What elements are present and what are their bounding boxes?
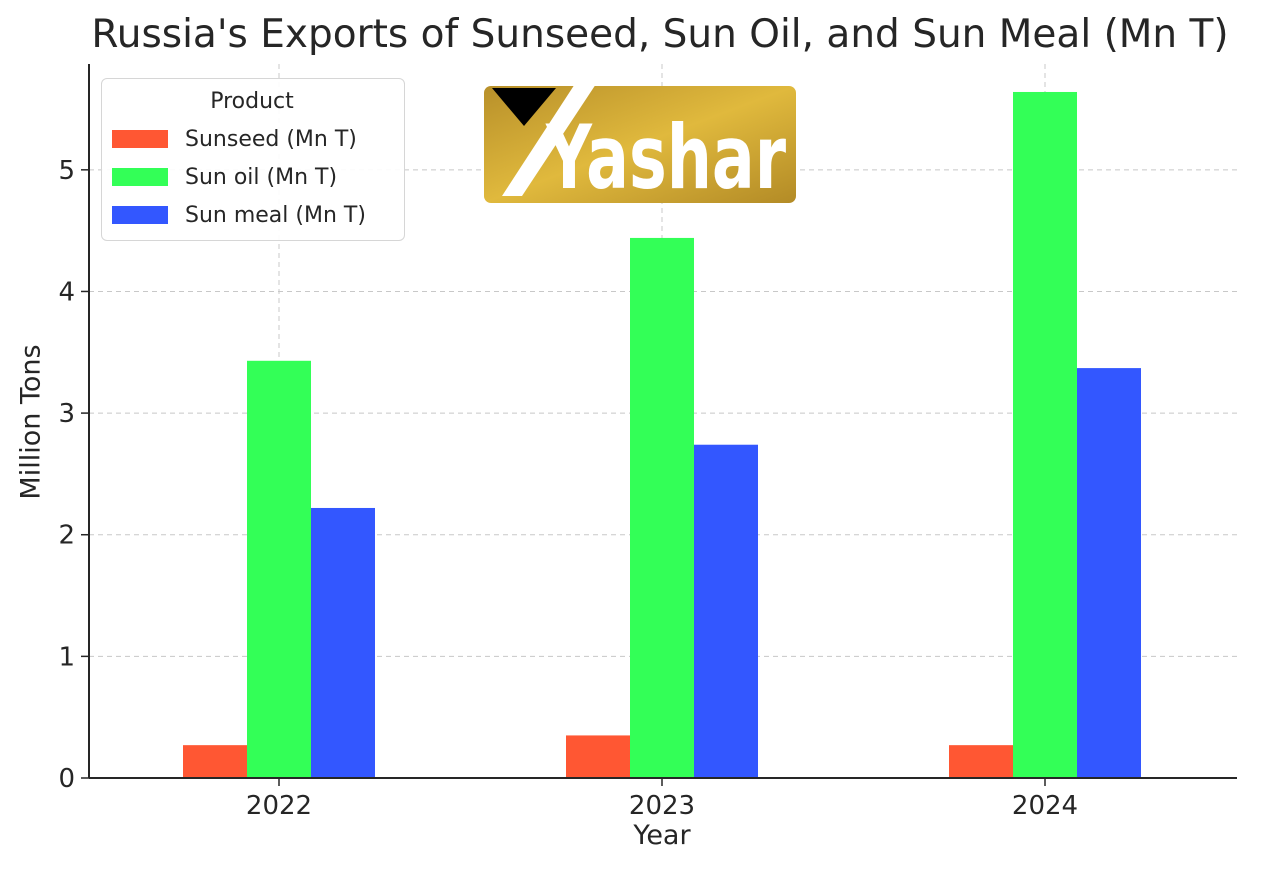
- logo-slash-icon: [502, 70, 596, 196]
- bar-2022-series-1: [183, 745, 247, 778]
- bar-2022-series-2: [247, 360, 311, 778]
- legend-swatch: [112, 168, 168, 186]
- y-tick-label: 4: [58, 277, 75, 307]
- legend-label: Sun meal (Mn T): [185, 202, 366, 228]
- y-tick-label: 2: [58, 521, 75, 551]
- y-tick-label: 5: [58, 156, 75, 186]
- bar-2023-series-3: [694, 444, 758, 778]
- bar-2024-series-3: [1077, 368, 1141, 778]
- yashar-logo: Yashar: [484, 70, 796, 205]
- bar-2024-series-1: [949, 745, 1013, 778]
- axes: 0 1 2 3 4 5 2022 2023 2024: [58, 64, 1237, 821]
- legend-item: Sunseed (Mn T): [112, 126, 357, 152]
- legend-label: Sun oil (Mn T): [185, 164, 338, 190]
- x-axis-label: Year: [633, 820, 691, 851]
- legend-item: Sun meal (Mn T): [112, 202, 366, 228]
- chart-title: Russia's Exports of Sunseed, Sun Oil, an…: [91, 12, 1229, 57]
- legend-swatch: [112, 206, 168, 224]
- x-tick-label: 2024: [1012, 791, 1078, 821]
- bar-2023-series-1: [566, 735, 630, 778]
- legend: Product Sunseed (Mn T) Sun oil (Mn T) Sun …: [101, 78, 405, 241]
- bar-2024-series-2: [1013, 91, 1077, 779]
- bar-2023-series-2: [630, 237, 694, 779]
- y-tick-label: 3: [58, 399, 75, 429]
- bars: [183, 91, 1141, 779]
- legend-swatch: [112, 130, 168, 148]
- x-tick-label: 2022: [246, 791, 312, 821]
- logo-triangle-icon: [492, 88, 556, 126]
- y-tick-label: 1: [58, 642, 75, 672]
- legend-title: Product: [210, 89, 294, 114]
- logo-text: Yashar: [545, 106, 786, 205]
- x-tick-label: 2023: [629, 791, 695, 821]
- legend-item: Sun oil (Mn T): [112, 164, 337, 190]
- y-axis-label: Million Tons: [15, 344, 47, 500]
- y-tick-label: 0: [58, 764, 75, 794]
- bar-2022-series-3: [311, 507, 375, 778]
- legend-label: Sunseed (Mn T): [185, 126, 357, 152]
